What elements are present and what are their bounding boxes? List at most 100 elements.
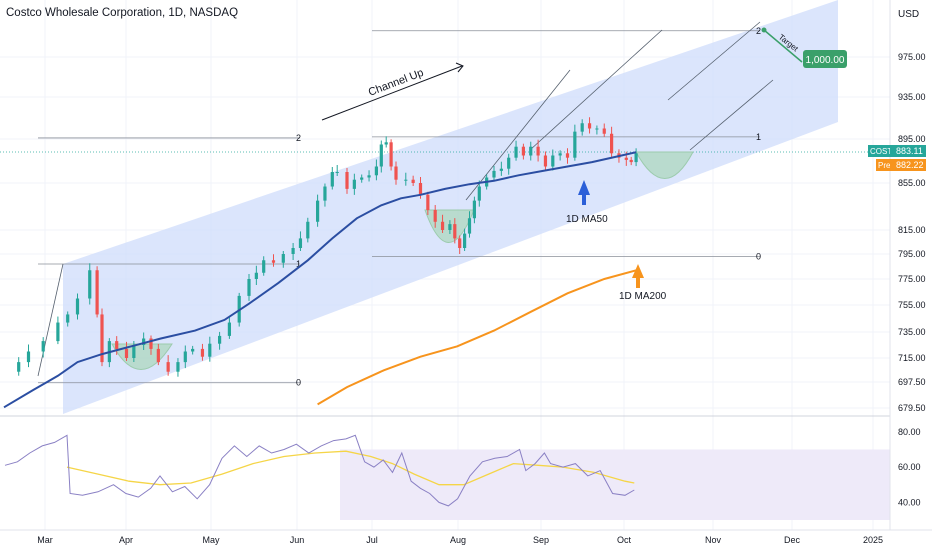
last-price: 883.11 bbox=[896, 146, 923, 156]
candle-body bbox=[492, 170, 496, 178]
trend-line bbox=[667, 21, 761, 101]
price-tick: 679.50 bbox=[898, 403, 926, 413]
pre-price-bg bbox=[890, 159, 926, 171]
pre-tag: Pre bbox=[878, 161, 891, 170]
time-tick: Aug bbox=[450, 535, 466, 545]
candle-body bbox=[100, 314, 104, 363]
price-tick: 755.00 bbox=[898, 300, 926, 310]
candle-body bbox=[95, 270, 99, 315]
candle-body bbox=[499, 168, 503, 171]
target-box bbox=[803, 50, 847, 68]
fib-label: 2 bbox=[296, 133, 301, 143]
fib-label: 0 bbox=[296, 378, 301, 388]
candle-body bbox=[448, 224, 452, 230]
candle-body bbox=[384, 142, 388, 145]
price-tick: 735.00 bbox=[898, 327, 926, 337]
target-dot bbox=[761, 27, 767, 33]
candle-body bbox=[183, 351, 187, 363]
trend-line bbox=[529, 29, 663, 151]
candle-body bbox=[124, 348, 129, 358]
last-tag-bg bbox=[868, 145, 890, 157]
candle-body bbox=[291, 248, 295, 254]
last-tag: COST bbox=[870, 147, 892, 156]
price-tick: 855.00 bbox=[898, 178, 926, 188]
rsi-pane bbox=[0, 415, 932, 520]
candle-body bbox=[115, 341, 119, 349]
time-axis[interactable]: Mar Apr May Jun Jul Aug Sep Oct Nov Dec 2025 bbox=[0, 529, 932, 545]
candle-body bbox=[629, 159, 633, 163]
trend-line bbox=[465, 69, 571, 201]
candle-body bbox=[200, 348, 205, 357]
candle-body bbox=[75, 298, 80, 315]
price-tick: 975.00 bbox=[898, 52, 926, 62]
ma200-arrow bbox=[632, 264, 644, 288]
candle-body bbox=[330, 172, 334, 187]
rsi-tick: 80.00 bbox=[898, 427, 921, 437]
time-tick: Mar bbox=[37, 535, 53, 545]
candle-body bbox=[634, 153, 638, 163]
rsi-ma-line bbox=[66, 450, 635, 486]
candle-body bbox=[149, 338, 153, 349]
candle-body bbox=[298, 238, 303, 248]
candle-body bbox=[26, 351, 31, 363]
cup-shape bbox=[635, 151, 694, 179]
candle-body bbox=[323, 186, 327, 201]
price-axis[interactable]: 975.00 935.00 895.00 855.00 815.00 795.00 775.… bbox=[868, 0, 932, 550]
time-tick: Oct bbox=[617, 535, 632, 545]
rsi-band-fill bbox=[340, 449, 890, 520]
candle-body bbox=[529, 146, 533, 156]
candle-body bbox=[191, 348, 195, 352]
currency-label[interactable]: USD bbox=[898, 9, 920, 20]
candle-body bbox=[418, 183, 423, 195]
price-tick: 895.00 bbox=[898, 134, 926, 144]
candle-body bbox=[41, 341, 45, 352]
candle-body bbox=[573, 131, 577, 158]
target-value: 1,000.00 bbox=[806, 55, 845, 66]
time-tick: Dec bbox=[784, 535, 801, 545]
price-tick: 815.00 bbox=[898, 225, 926, 235]
fib-label: 2 bbox=[756, 26, 761, 36]
candle-body bbox=[316, 200, 320, 222]
candle-body bbox=[374, 166, 378, 176]
candle-body bbox=[580, 123, 584, 132]
candle-body bbox=[463, 233, 467, 248]
candle-body bbox=[271, 260, 276, 263]
rsi-tick: 40.00 bbox=[898, 497, 921, 507]
candle-body bbox=[624, 157, 628, 160]
candle-body bbox=[610, 133, 614, 154]
time-tick: Jul bbox=[366, 535, 378, 545]
pre-tag-bg bbox=[876, 159, 890, 171]
ma50-arrow bbox=[578, 180, 590, 205]
channel-up-area bbox=[63, 0, 838, 414]
candle-body bbox=[595, 128, 599, 130]
fib-levels: 2 1 0 2 1 0 bbox=[0, 21, 890, 388]
fib-label: 1 bbox=[296, 259, 301, 269]
last-price-bg bbox=[890, 145, 926, 157]
candle-body bbox=[17, 362, 21, 372]
candle-body bbox=[281, 254, 285, 263]
rsi-line bbox=[4, 434, 635, 507]
candle-body bbox=[433, 210, 437, 222]
candle-body bbox=[262, 260, 266, 273]
candle-body bbox=[394, 166, 398, 180]
candle-body bbox=[218, 335, 222, 344]
candle-body bbox=[514, 146, 518, 158]
candle-body bbox=[411, 179, 415, 183]
fib-label: 1 bbox=[756, 132, 761, 142]
candle-body bbox=[335, 172, 339, 173]
candle-body bbox=[565, 153, 570, 158]
price-axis-bg bbox=[890, 0, 932, 550]
candle-body bbox=[440, 221, 445, 230]
candle-body bbox=[472, 200, 476, 219]
candle-body bbox=[379, 144, 383, 167]
candle-body bbox=[404, 179, 408, 181]
candle-body bbox=[176, 362, 180, 372]
candle-body bbox=[142, 338, 146, 345]
candle-body bbox=[66, 314, 70, 323]
ma200-line bbox=[317, 269, 637, 406]
candle-body bbox=[166, 362, 170, 372]
pre-price: 882.22 bbox=[896, 160, 924, 170]
ma50-label: 1D MA50 bbox=[566, 214, 608, 225]
candle-body bbox=[426, 194, 430, 211]
